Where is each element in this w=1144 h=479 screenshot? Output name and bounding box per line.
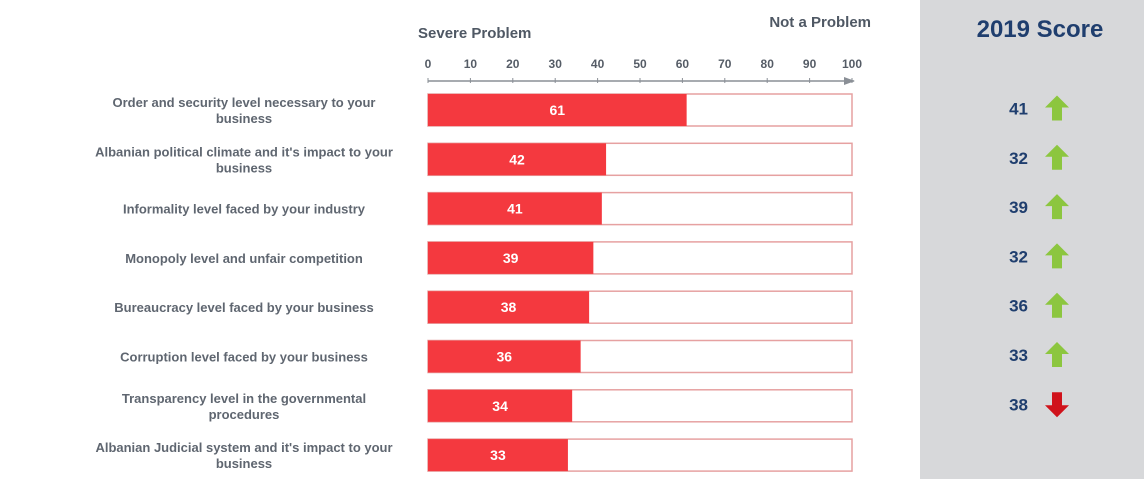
bar: [428, 439, 568, 472]
x-tick-label: 70: [718, 57, 732, 71]
axis-right-label: Not a Problem: [769, 14, 871, 31]
x-tick-label: 10: [464, 57, 478, 71]
bar-value-label: 34: [492, 398, 508, 414]
arrow-up-icon: [1045, 292, 1069, 318]
x-axis: 0 10 20 30 40 50 60 70 80 90 100: [425, 57, 862, 85]
x-tick-label: 80: [761, 57, 775, 71]
x-tick-label: 90: [803, 57, 817, 71]
x-tick-label: 50: [633, 57, 647, 71]
bar: [428, 192, 602, 225]
x-tick-label: 30: [549, 57, 563, 71]
score-value: 36: [1009, 297, 1028, 316]
category-label-line: Bureaucracy level faced by your business: [114, 300, 373, 315]
bar-value-label: 61: [550, 102, 566, 118]
bar: [428, 241, 594, 274]
score-value: 32: [1009, 149, 1028, 168]
bar: [428, 143, 607, 176]
bars: 61 Order and security level necessary to …: [95, 93, 853, 472]
score-list: 41 32 39 32 36 33 38: [1009, 95, 1069, 418]
x-tick-label: 40: [591, 57, 605, 71]
score-value: 41: [1009, 100, 1028, 119]
score-value: 38: [1009, 395, 1028, 414]
score-value: 33: [1009, 346, 1028, 365]
bar-value-label: 42: [509, 151, 525, 167]
category-label: Transparency level in the governmental pr…: [122, 391, 366, 422]
category-label: Albanian Judicial system and it's impact…: [95, 440, 392, 471]
x-axis-arrow: [844, 77, 855, 85]
x-tick-label: 0: [425, 57, 432, 71]
bar: [428, 389, 573, 422]
category-label: Monopoly level and unfair competition: [125, 251, 363, 266]
category-label-line: Albanian Judicial system and it's impact…: [95, 440, 392, 455]
bar: [428, 291, 590, 324]
x-tick-label: 20: [506, 57, 520, 71]
axis-left-label: Severe Problem: [418, 25, 531, 42]
category-label-line: Informality level faced by your industry: [123, 202, 366, 217]
x-tick-label: 60: [676, 57, 690, 71]
category-label-line: business: [216, 456, 272, 471]
category-label-line: Order and security level necessary to yo…: [112, 95, 375, 110]
category-label: Informality level faced by your industry: [123, 202, 366, 217]
category-label-line: procedures: [209, 407, 280, 422]
bar-value-label: 38: [501, 299, 517, 315]
category-label-line: Transparency level in the governmental: [122, 391, 366, 406]
category-label: Albanian political climate and it's impa…: [95, 144, 393, 175]
category-label: Order and security level necessary to yo…: [112, 95, 375, 126]
category-label-line: business: [216, 160, 272, 175]
category-label-line: Corruption level faced by your business: [120, 350, 368, 365]
arrow-up-icon: [1045, 194, 1069, 220]
bar-value-label: 36: [497, 349, 513, 365]
score-panel: [920, 0, 1144, 479]
arrow-up-icon: [1045, 144, 1069, 170]
category-label-line: business: [216, 111, 272, 126]
score-value: 39: [1009, 198, 1028, 217]
category-label: Corruption level faced by your business: [120, 350, 368, 365]
bar: [428, 94, 687, 126]
bar-value-label: 41: [507, 201, 523, 217]
score-value: 32: [1009, 247, 1028, 266]
arrow-up-icon: [1045, 95, 1069, 121]
category-label-line: Monopoly level and unfair competition: [125, 251, 363, 266]
arrow-up-icon: [1045, 342, 1069, 367]
category-label-line: Albanian political climate and it's impa…: [95, 144, 393, 159]
arrow-up-icon: [1045, 243, 1069, 269]
bar-value-label: 33: [490, 447, 506, 463]
category-label: Bureaucracy level faced by your business: [114, 300, 373, 315]
x-tick-label: 100: [842, 57, 862, 71]
bar: [428, 340, 581, 373]
arrow-down-icon: [1045, 392, 1069, 418]
score-panel-title: 2019 Score: [977, 16, 1104, 43]
bar-value-label: 39: [503, 250, 519, 266]
